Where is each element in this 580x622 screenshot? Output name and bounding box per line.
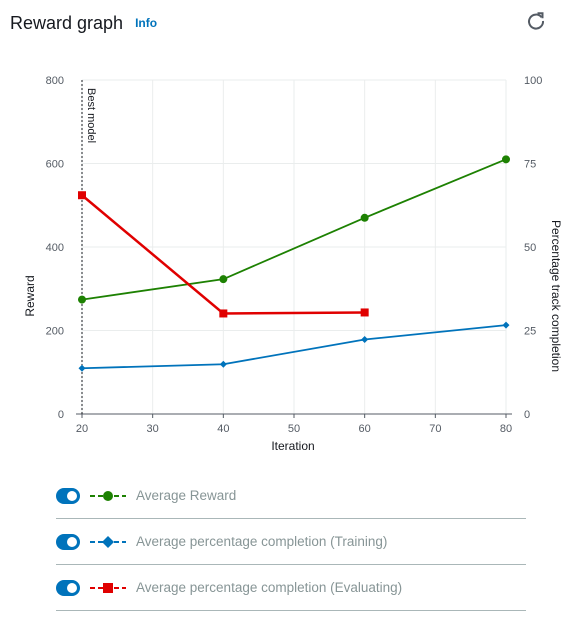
y2-axis-label: Percentage track completion [549, 220, 563, 372]
y2-tick-label: 100 [524, 75, 542, 87]
data-point-diamond [220, 361, 227, 368]
circle-marker-icon [90, 488, 126, 504]
y2-tick-label: 0 [524, 409, 530, 421]
x-tick-label: 40 [217, 423, 229, 435]
data-point-diamond [79, 365, 86, 372]
legend-label-evaluating: Average percentage completion (Evaluatin… [136, 580, 402, 595]
x-tick-label: 60 [359, 423, 371, 435]
y-tick-label: 0 [58, 409, 64, 421]
y-tick-label: 200 [46, 326, 64, 338]
x-tick-label: 70 [429, 423, 441, 435]
toggle-training[interactable] [56, 534, 80, 550]
x-tick-label: 50 [288, 423, 300, 435]
data-point-circle [78, 296, 86, 304]
page-title: Reward graph [10, 13, 123, 34]
y-tick-label: 800 [46, 75, 64, 87]
data-point-circle [502, 155, 510, 163]
toggle-evaluating[interactable] [56, 580, 80, 596]
x-tick-label: 30 [147, 423, 159, 435]
reward-chart: Iteration Reward Percentage track comple… [0, 60, 580, 470]
data-point-square [78, 191, 86, 199]
y2-tick-label: 50 [524, 242, 536, 254]
toggle-reward[interactable] [56, 488, 80, 504]
refresh-icon [526, 11, 546, 31]
x-axis-label: Iteration [271, 439, 314, 453]
best-model-label: Best model [85, 88, 97, 143]
y-tick-label: 400 [46, 242, 64, 254]
y-axis-label: Reward [23, 275, 37, 316]
data-point-diamond [361, 336, 368, 343]
square-marker-icon [90, 580, 126, 596]
refresh-button[interactable] [526, 11, 546, 31]
data-point-circle [219, 275, 227, 283]
data-point-circle [361, 214, 369, 222]
y2-tick-label: 25 [524, 326, 536, 338]
legend-label-reward: Average Reward [136, 488, 236, 503]
y2-tick-label: 75 [524, 159, 536, 171]
y-tick-label: 600 [46, 159, 64, 171]
legend: Average Reward Average percentage comple… [56, 473, 526, 611]
data-point-square [219, 309, 227, 317]
data-point-diamond [503, 322, 510, 329]
x-tick-label: 20 [76, 423, 88, 435]
x-tick-label: 80 [500, 423, 512, 435]
legend-item-training: Average percentage completion (Training) [56, 519, 526, 565]
info-link[interactable]: Info [135, 16, 157, 30]
legend-label-training: Average percentage completion (Training) [136, 534, 387, 549]
legend-item-reward: Average Reward [56, 473, 526, 519]
data-point-square [361, 308, 369, 316]
legend-item-evaluating: Average percentage completion (Evaluatin… [56, 565, 526, 611]
panel-header: Reward graph Info [10, 8, 157, 38]
diamond-marker-icon [90, 534, 126, 550]
